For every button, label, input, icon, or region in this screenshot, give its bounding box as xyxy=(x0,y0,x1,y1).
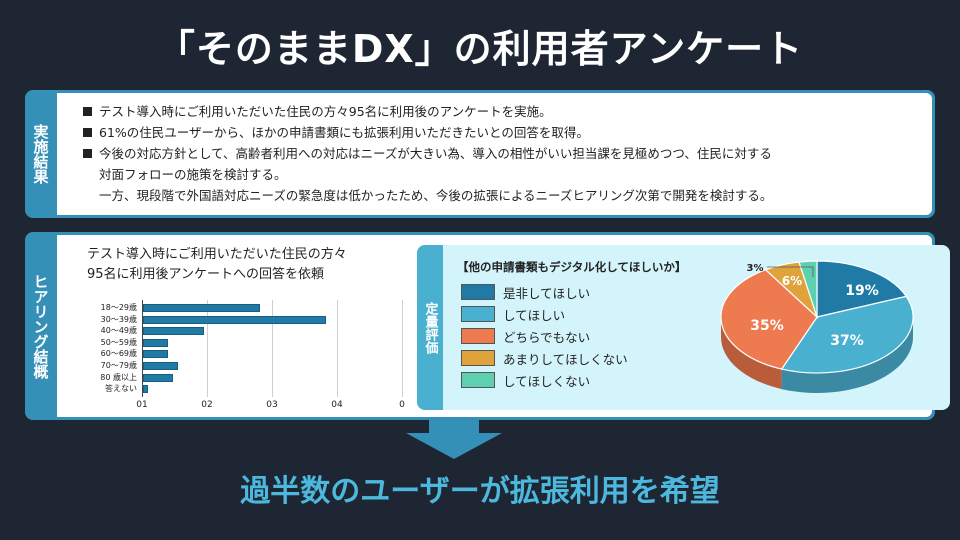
bar-title-line1: テスト導入時にご利用いただいた住民の方々 xyxy=(87,247,347,262)
pie-slice xyxy=(780,295,914,374)
pie-value-label: 6% xyxy=(782,274,802,288)
legend-swatch xyxy=(461,350,495,366)
bar-category-label: 40～49歳 xyxy=(100,326,137,336)
bullet-square-icon xyxy=(83,149,92,158)
x-tick-label: 04 xyxy=(331,400,343,410)
bar xyxy=(143,304,260,312)
bullet-text: 61%の住民ユーザーから、ほかの申請書類にも拡張利用いただきたいとの回答を取得。 xyxy=(99,125,589,140)
legend-swatch xyxy=(461,328,495,344)
pie-legend-title: 【他の申請書類もデジタル化してほしいか】 xyxy=(457,260,687,274)
bar xyxy=(143,362,179,370)
evaluation-label: 定量評価 xyxy=(417,245,443,410)
bar-category-label: 30～39歳 xyxy=(100,314,137,324)
hearing-body: テスト導入時にご利用いただいた住民の方々 95名に利用後アンケートへの回答を依頼… xyxy=(57,235,950,417)
bar-category-label: 18～29歳 xyxy=(100,303,137,312)
legend-item: してほしくない xyxy=(461,369,628,391)
legend-swatch xyxy=(461,372,495,388)
x-tick-label: 02 xyxy=(201,400,213,410)
x-tick-label: 03 xyxy=(266,400,278,410)
bar-title-line2: 95名に利用後アンケートへの回答を依頼 xyxy=(87,267,325,282)
age-bar-chart: 01 02 03 04 0 18～29歳 30～39歳 40～49歳 50～59歳 60～69歳 7… xyxy=(67,300,405,415)
legend-label: してほしい xyxy=(503,307,566,323)
y-axis xyxy=(142,300,143,397)
pie-value-label: 35% xyxy=(750,318,784,334)
legend-item: どちらでもない xyxy=(461,325,628,347)
bullet-square-icon xyxy=(83,107,92,116)
conclusion-text: 過半数のユーザーが拡張利用を希望 xyxy=(240,474,720,509)
legend-swatch xyxy=(461,306,495,322)
x-tick-label: 01 xyxy=(136,400,148,410)
leader-line xyxy=(767,266,814,277)
grid-line xyxy=(337,300,338,397)
bar xyxy=(143,373,174,382)
bar-category-label: 70～79歳 xyxy=(100,361,137,370)
hearing-panel: ヒアリング結概 テスト導入時にご利用いただいた住民の方々 95名に利用後アンケー… xyxy=(25,232,950,420)
bar xyxy=(143,385,149,394)
bar-category-label: 50～59歳 xyxy=(100,337,137,347)
pie-value-label: 19% xyxy=(845,283,879,299)
legend-item: 是非してほしい xyxy=(461,281,628,303)
legend-label: してほしくない xyxy=(503,373,591,389)
legend-item: あまりしてほしくない xyxy=(461,347,628,369)
legend-item: してほしい xyxy=(461,303,628,325)
bar-chart-title: テスト導入時にご利用いただいた住民の方々 95名に利用後アンケートへの回答を依頼 xyxy=(87,245,347,285)
bullet-item: 61%の住民ユーザーから、ほかの申請書類にも拡張利用いただきたいとの回答を取得。 xyxy=(83,122,932,143)
bullet-item: 今後の対応方針として、高齢者利用への対応はニーズが大きい為、導入の相性がいい担当… xyxy=(83,143,932,164)
bullet-text: 今後の対応方針として、高齢者利用への対応はニーズが大きい為、導入の相性がいい担当… xyxy=(99,146,772,161)
legend-label: どちらでもない xyxy=(503,329,591,345)
pie-slice xyxy=(798,260,818,318)
legend-label: あまりしてほしくない xyxy=(503,351,628,367)
results-label-text: 実施結果 xyxy=(31,124,50,184)
x-tick-label: 0 xyxy=(399,400,405,410)
grid-line xyxy=(402,300,403,397)
pie-slice xyxy=(720,269,818,370)
bar xyxy=(143,350,169,359)
pie-value-label: 37% xyxy=(830,333,864,349)
results-panel: 実施結果 テスト導入時にご利用いただいた住民の方々95名に利用後のアンケートを実… xyxy=(25,90,935,218)
grid-line xyxy=(207,300,208,397)
down-arrow-head-icon xyxy=(406,433,502,459)
pie-legend: 是非してほしい してほしいどちらでもないあまりしてほしくない してほしくない xyxy=(461,281,628,391)
hearing-label-text: ヒアリング結概 xyxy=(31,273,50,379)
bar-category-label: 60～69歳 xyxy=(100,349,137,359)
bar-category-label: 答えない xyxy=(105,384,137,394)
evaluation-box: 定量評価 【他の申請書類もデジタル化してほしいか】 是非してほしい してほしいどち… xyxy=(417,245,950,410)
bullet-continuation: 対面フォローの施策を検討する。 xyxy=(99,167,287,182)
pie-side xyxy=(721,317,782,390)
pie-slice xyxy=(816,260,908,318)
grid-line xyxy=(272,300,273,397)
bar-category-label: 80 歳以上 xyxy=(100,372,137,382)
bar xyxy=(143,315,326,324)
bar xyxy=(143,338,169,347)
bullet-continuation: 一方、現段階で外国語対応ニーズの緊急度は低かったため、今後の拡張によるニーズヒア… xyxy=(99,188,773,203)
page-title: 「そのままDX」の利用者アンケート xyxy=(156,27,804,71)
bullet-item: テスト導入時にご利用いただいた住民の方々95名に利用後のアンケートを実施。 xyxy=(83,101,932,122)
bullet-text: テスト導入時にご利用いただいた住民の方々95名に利用後のアンケートを実施。 xyxy=(99,104,552,119)
pie-side xyxy=(781,317,913,393)
pie-value-label: 3% xyxy=(747,263,764,274)
hearing-panel-label: ヒアリング結概 xyxy=(25,232,57,420)
down-arrow-icon xyxy=(429,420,479,434)
legend-swatch xyxy=(461,284,495,300)
pie-chart: 19% 37% 35% 6% 3% xyxy=(720,260,914,393)
results-body: テスト導入時にご利用いただいた住民の方々95名に利用後のアンケートを実施。 61… xyxy=(57,93,932,215)
bar xyxy=(143,327,204,336)
results-panel-label: 実施結果 xyxy=(25,90,57,218)
bullet-square-icon xyxy=(83,128,92,137)
legend-label: 是非してほしい xyxy=(503,285,591,301)
evaluation-label-text: 定量評価 xyxy=(422,301,438,354)
